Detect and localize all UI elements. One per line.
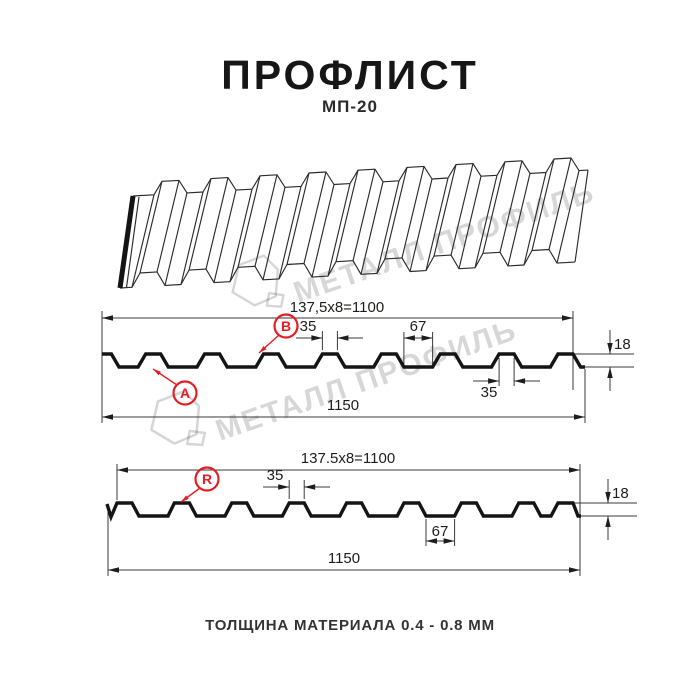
marker-r: R: [180, 466, 220, 503]
dim-label-rib-top-width: 35: [300, 318, 317, 335]
page-subtitle: МП-20: [322, 97, 378, 116]
sheet-rib-lines: [131, 157, 580, 288]
marker-a: А: [152, 368, 198, 406]
dim-label-rib-top-width: 35: [267, 467, 284, 484]
svg-text:R: R: [202, 471, 212, 487]
profile-a-outline: [102, 352, 585, 369]
dim-label-valley-width: 67: [410, 318, 427, 335]
sheet-cut-edge: [117, 195, 136, 289]
dim-label-height: 18: [614, 336, 631, 353]
profile-section-r: 137.5x8=1100 35 67 18 1150 R: [105, 450, 637, 576]
sheet-right-edge: [574, 170, 589, 263]
profile-r-outline: [105, 501, 581, 522]
page-title: ПРОФЛИСТ: [221, 52, 479, 98]
metall-profil-logo-icon: [231, 254, 285, 308]
sheet-front-edge: [119, 248, 576, 289]
dim-label-overall-width: 1150: [328, 550, 360, 567]
dim-label-valley-width: 67: [432, 523, 449, 540]
watermark-upper: МЕТАЛЛ ПРОФИЛЬ: [231, 175, 599, 310]
dim-label-height: 18: [612, 485, 629, 502]
material-thickness-note: ТОЛЩИНА МАТЕРИАЛА 0.4 - 0.8 ММ: [205, 617, 495, 634]
svg-text:В: В: [281, 318, 291, 334]
sheet-3d-view: [117, 157, 589, 289]
dim-label-module-width: 137.5x8=1100: [301, 450, 395, 467]
svg-text:А: А: [180, 385, 190, 401]
watermark-lower: МЕТАЛЛ ПРОФИЛЬ: [150, 313, 521, 448]
dim-label-overall-width: 1150: [327, 397, 359, 414]
marker-b: В: [258, 313, 299, 354]
dim-label-rib-bottom-width: 35: [481, 384, 498, 401]
profile-section-a: 137,5x8=1100 35 67 18 35 1150: [101, 299, 634, 423]
dim-label-module-width: 137,5x8=1100: [290, 299, 384, 316]
sheet-cut-edge-inner: [125, 196, 140, 288]
sheet-back-edge: [132, 157, 589, 197]
metall-profil-logo-icon: [150, 390, 207, 447]
